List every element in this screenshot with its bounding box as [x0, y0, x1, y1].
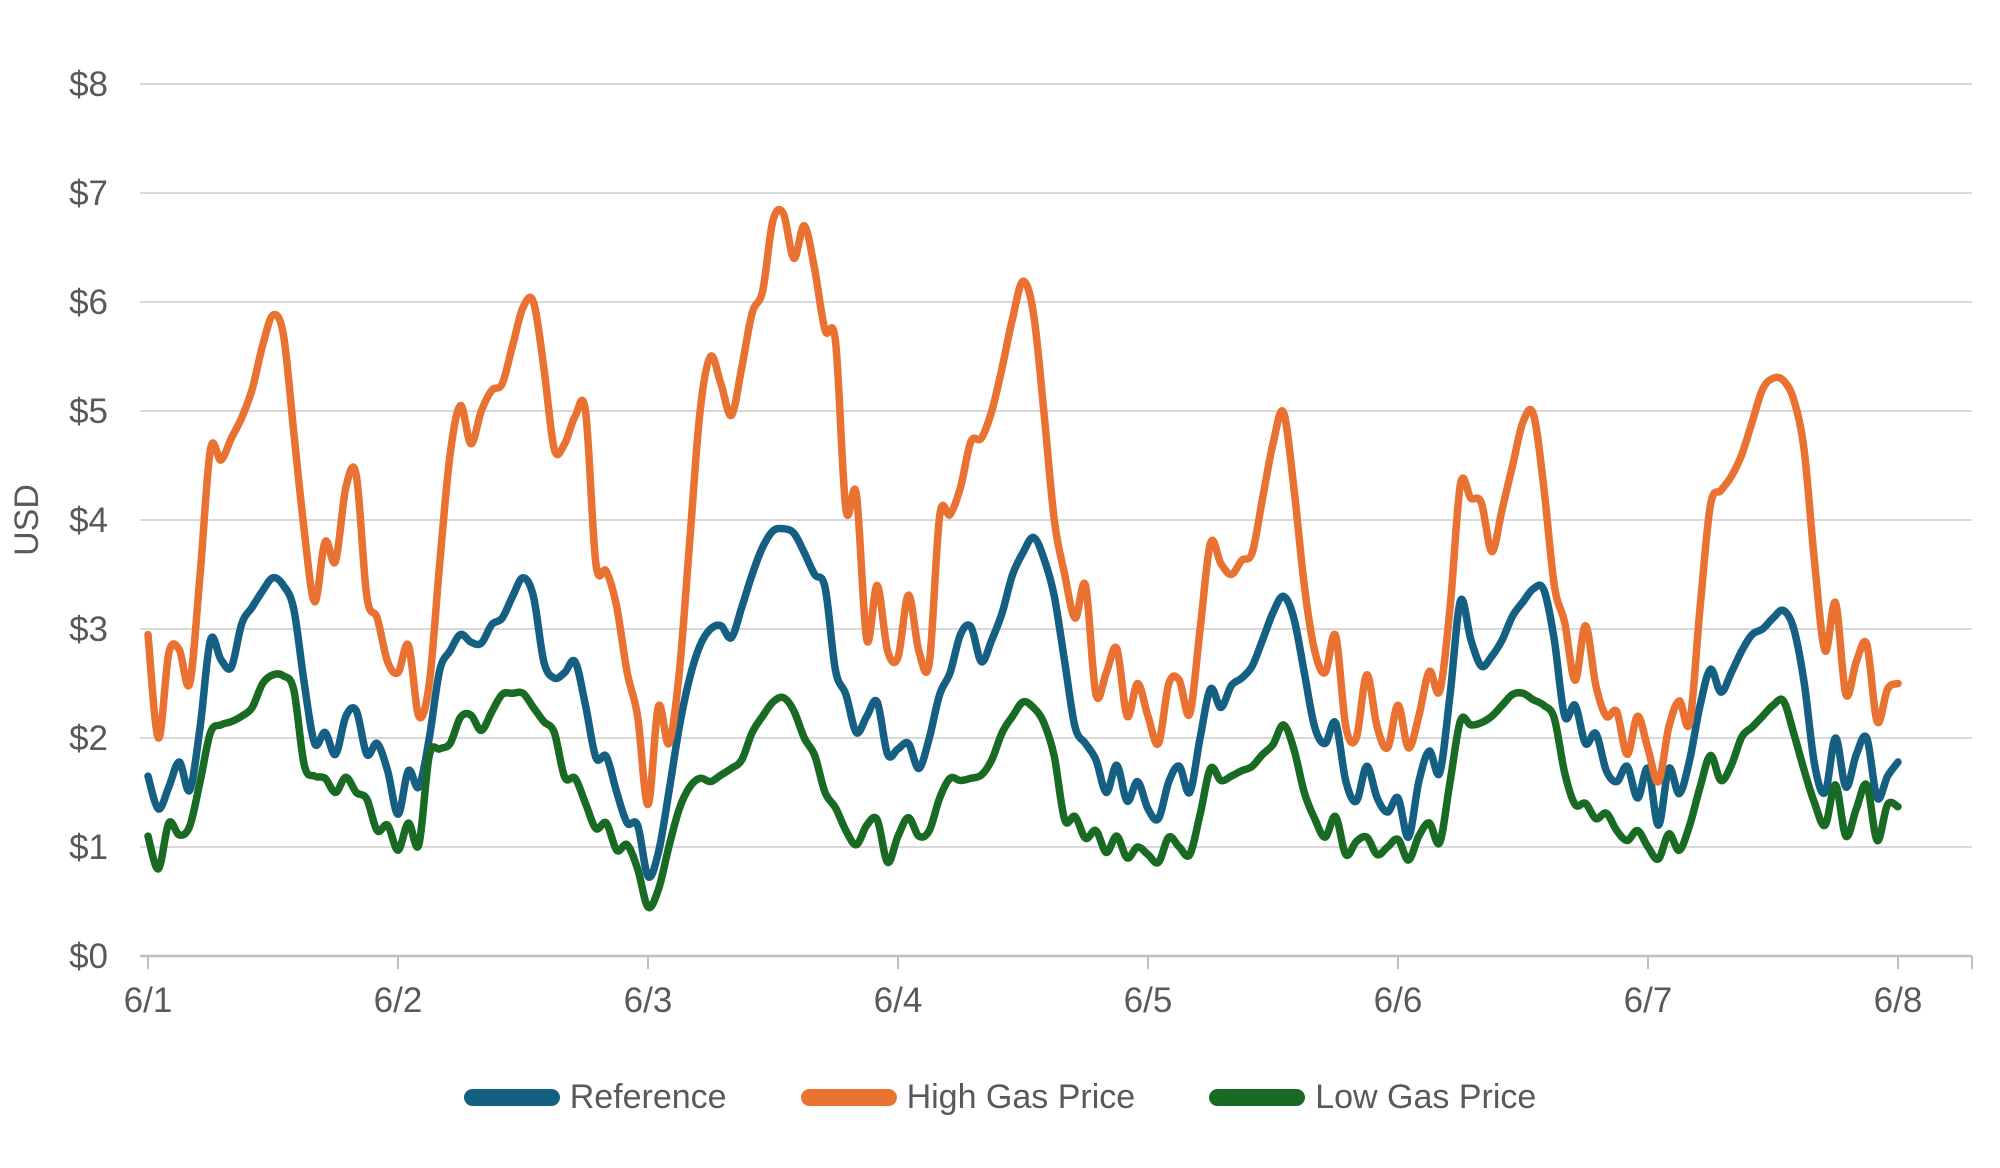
legend-item-high-gas-price[interactable]: High Gas Price	[800, 1078, 1136, 1117]
y-tick-label-3: $3	[69, 610, 108, 649]
series-line-reference	[144, 524, 1902, 882]
x-tick-label-6-7: 6/7	[1624, 981, 1673, 1020]
y-tick-label-6: $6	[69, 283, 108, 322]
x-tick-label-6-2: 6/2	[374, 981, 423, 1020]
y-tick-label-8: $8	[69, 65, 108, 104]
y-tick-label-7: $7	[69, 174, 108, 213]
axes	[140, 954, 1973, 969]
low-gas-price-line-swatch	[1209, 1089, 1306, 1106]
y-tick-label-1: $1	[69, 828, 108, 867]
legend-label-reference: Reference	[569, 1078, 727, 1116]
legend: Reference High Gas Price Low Gas Price	[0, 1078, 2000, 1117]
legend-item-low-gas-price[interactable]: Low Gas Price	[1209, 1078, 1536, 1117]
legend-item-reference[interactable]: Reference	[463, 1078, 727, 1117]
x-tick-label-6-8: 6/8	[1874, 981, 1923, 1020]
y-tick-label-5: $5	[69, 392, 108, 431]
y-tick-label-0: $0	[69, 937, 108, 976]
y-tick-label-2: $2	[69, 719, 108, 758]
y-axis-title: USD	[8, 484, 46, 556]
x-axis-tick-labels: 6/1 6/2 6/3 6/4 6/5 6/6 6/7 6/8	[124, 981, 1923, 1020]
high-gas-price-line-swatch	[800, 1089, 897, 1106]
y-tick-label-4: $4	[69, 501, 108, 540]
series-line-high-gas-price	[144, 205, 1902, 809]
x-tick-label-6-4: 6/4	[874, 981, 923, 1020]
series-lines	[144, 205, 1902, 912]
reference-line-swatch	[463, 1089, 560, 1106]
series-line-low-gas-price	[144, 670, 1902, 912]
y-axis-tick-labels: $0 $1 $2 $3 $4 $5 $6 $7 $8	[69, 65, 108, 976]
x-tick-label-6-5: 6/5	[1124, 981, 1173, 1020]
x-tick-label-6-1: 6/1	[124, 981, 173, 1020]
x-tick-label-6-3: 6/3	[624, 981, 673, 1020]
x-tick-label-6-6: 6/6	[1374, 981, 1423, 1020]
legend-label-low-gas-price: Low Gas Price	[1315, 1078, 1537, 1116]
legend-label-high-gas-price: High Gas Price	[906, 1078, 1136, 1116]
